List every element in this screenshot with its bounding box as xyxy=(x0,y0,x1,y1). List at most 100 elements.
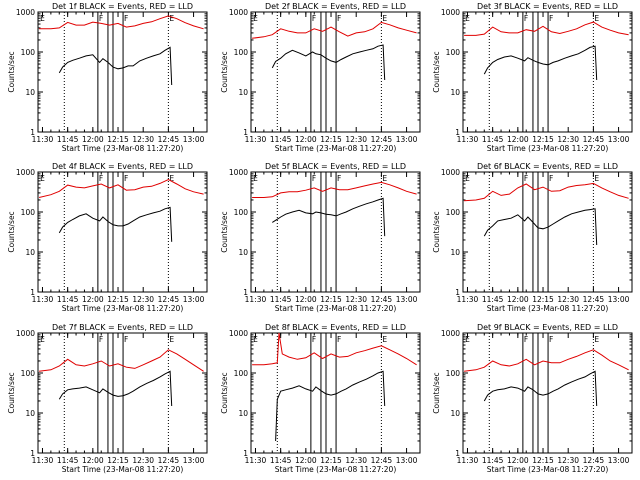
plot-frame xyxy=(250,171,421,293)
x-tick-label: 11:30 xyxy=(457,135,479,144)
y-axis-label: Counts/sec xyxy=(432,51,441,92)
x-tick-label: 13:00 xyxy=(608,456,630,465)
detector-panel-3: Det 3f BLACK = Events, RED = LLD 1 10 100 10… xyxy=(432,2,633,153)
detector-panel-2: Det 2f BLACK = Events, RED = LLD 1 10 100 10… xyxy=(220,2,421,153)
y-tick-label: 1000 xyxy=(16,8,35,17)
x-tick-label: 13:00 xyxy=(183,135,205,144)
x-tick-label: 13:00 xyxy=(396,135,418,144)
x-tick-label: 12:45 xyxy=(583,135,605,144)
x-tick-label: 13:00 xyxy=(608,135,630,144)
marker-label-f: F xyxy=(549,335,553,344)
plot-frame xyxy=(462,171,633,293)
y-tick-label: 10 xyxy=(238,248,248,257)
x-tick-label: 12:30 xyxy=(132,456,154,465)
y-tick-label: 1000 xyxy=(441,329,460,338)
x-tick-label: 12:00 xyxy=(295,135,317,144)
detector-panel-8: Det 8f BLACK = Events, RED = LLD 1 10 100 10… xyxy=(220,323,421,474)
detector-panel-4: Det 4f BLACK = Events, RED = LLD 1 10 100 10… xyxy=(7,162,208,313)
y-axis-label: Counts/sec xyxy=(220,51,229,92)
y-tick-label: 1 xyxy=(243,128,248,137)
series-lld-line xyxy=(38,178,204,198)
marker-label-f: F xyxy=(312,335,316,344)
y-tick-label: 1000 xyxy=(229,168,248,177)
y-tick-label: 1 xyxy=(243,288,248,297)
x-tick-label: 13:00 xyxy=(183,456,205,465)
x-axis-label: Start Time (23-Mar-08 11:27:20) xyxy=(62,465,184,474)
series-lld-line xyxy=(464,349,629,372)
x-tick-label: 12:45 xyxy=(371,456,393,465)
series-events-line xyxy=(483,208,598,246)
x-tick-label: 12:15 xyxy=(320,135,342,144)
y-axis-label: Counts/sec xyxy=(220,372,229,413)
x-axis-label: Start Time (23-Mar-08 11:27:20) xyxy=(275,304,397,313)
x-tick-label: 12:00 xyxy=(82,456,104,465)
x-tick-label: 12:30 xyxy=(557,295,579,304)
y-tick-label: 100 xyxy=(234,369,249,378)
x-tick-label: 12:45 xyxy=(371,295,393,304)
marker-label-f: F xyxy=(312,174,316,183)
marker-label-f: F xyxy=(337,14,341,23)
marker-label-e: E xyxy=(169,174,174,183)
marker-label-e: E xyxy=(40,335,45,344)
x-tick-label: 12:45 xyxy=(158,456,180,465)
y-tick-label: 100 xyxy=(234,48,249,57)
panel-title: Det 7f BLACK = Events, RED = LLD xyxy=(52,323,193,332)
x-tick-label: 12:15 xyxy=(320,295,342,304)
series-events-line xyxy=(58,370,173,407)
x-tick-label: 11:30 xyxy=(245,295,267,304)
marker-label-e: E xyxy=(465,335,470,344)
series-lld-line xyxy=(39,15,204,30)
x-tick-label: 11:30 xyxy=(32,295,54,304)
panel-title: Det 5f BLACK = Events, RED = LLD xyxy=(265,162,406,171)
marker-label-f: F xyxy=(337,174,341,183)
x-tick-label: 11:30 xyxy=(32,135,54,144)
x-tick-label: 11:45 xyxy=(57,295,79,304)
x-tick-label: 12:15 xyxy=(320,456,342,465)
x-tick-label: 12:45 xyxy=(371,135,393,144)
x-tick-label: 12:30 xyxy=(132,295,154,304)
marker-label-f: F xyxy=(124,14,128,23)
x-tick-label: 12:30 xyxy=(345,295,367,304)
series-lld-line xyxy=(39,349,204,372)
marker-label-e: E xyxy=(169,335,174,344)
x-tick-label: 13:00 xyxy=(396,295,418,304)
series-events-line xyxy=(275,370,386,442)
x-tick-label: 12:00 xyxy=(295,295,317,304)
plot-frame xyxy=(37,332,208,454)
x-tick-label: 11:30 xyxy=(457,456,479,465)
y-tick-label: 1 xyxy=(455,449,460,458)
y-tick-label: 1000 xyxy=(16,168,35,177)
marker-label-e: E xyxy=(169,14,174,23)
x-axis-label: Start Time (23-Mar-08 11:27:20) xyxy=(62,144,184,153)
plot-frame xyxy=(462,11,633,133)
x-tick-label: 12:45 xyxy=(583,295,605,304)
panel-title: Det 2f BLACK = Events, RED = LLD xyxy=(265,2,406,11)
x-tick-label: 11:45 xyxy=(482,135,504,144)
x-tick-label: 11:45 xyxy=(270,295,292,304)
detector-panel-1: Det 1f BLACK = Events, RED = LLD 1 10 100 10… xyxy=(7,2,208,153)
x-tick-label: 12:45 xyxy=(158,135,180,144)
marker-label-e: E xyxy=(465,174,470,183)
y-tick-label: 100 xyxy=(446,208,461,217)
x-tick-label: 11:45 xyxy=(482,295,504,304)
marker-label-e: E xyxy=(382,14,387,23)
detector-panel-7: Det 7f BLACK = Events, RED = LLD 1 10 100 10… xyxy=(7,323,208,474)
marker-label-f: F xyxy=(549,14,553,23)
x-tick-label: 12:30 xyxy=(557,456,579,465)
x-tick-label: 13:00 xyxy=(396,456,418,465)
x-tick-label: 12:30 xyxy=(132,135,154,144)
y-tick-label: 1 xyxy=(30,449,35,458)
y-axis-label: Counts/sec xyxy=(7,372,16,413)
x-tick-label: 12:15 xyxy=(107,456,129,465)
x-tick-label: 11:45 xyxy=(270,456,292,465)
marker-label-f: F xyxy=(99,174,103,183)
plot-frame xyxy=(250,11,421,133)
marker-label-f: F xyxy=(524,14,528,23)
y-tick-label: 1000 xyxy=(441,8,460,17)
x-tick-label: 12:00 xyxy=(507,456,529,465)
marker-label-e: E xyxy=(253,335,258,344)
x-tick-label: 12:00 xyxy=(507,295,529,304)
y-tick-label: 1 xyxy=(30,128,35,137)
marker-label-e: E xyxy=(382,335,387,344)
marker-label-f: F xyxy=(312,14,316,23)
